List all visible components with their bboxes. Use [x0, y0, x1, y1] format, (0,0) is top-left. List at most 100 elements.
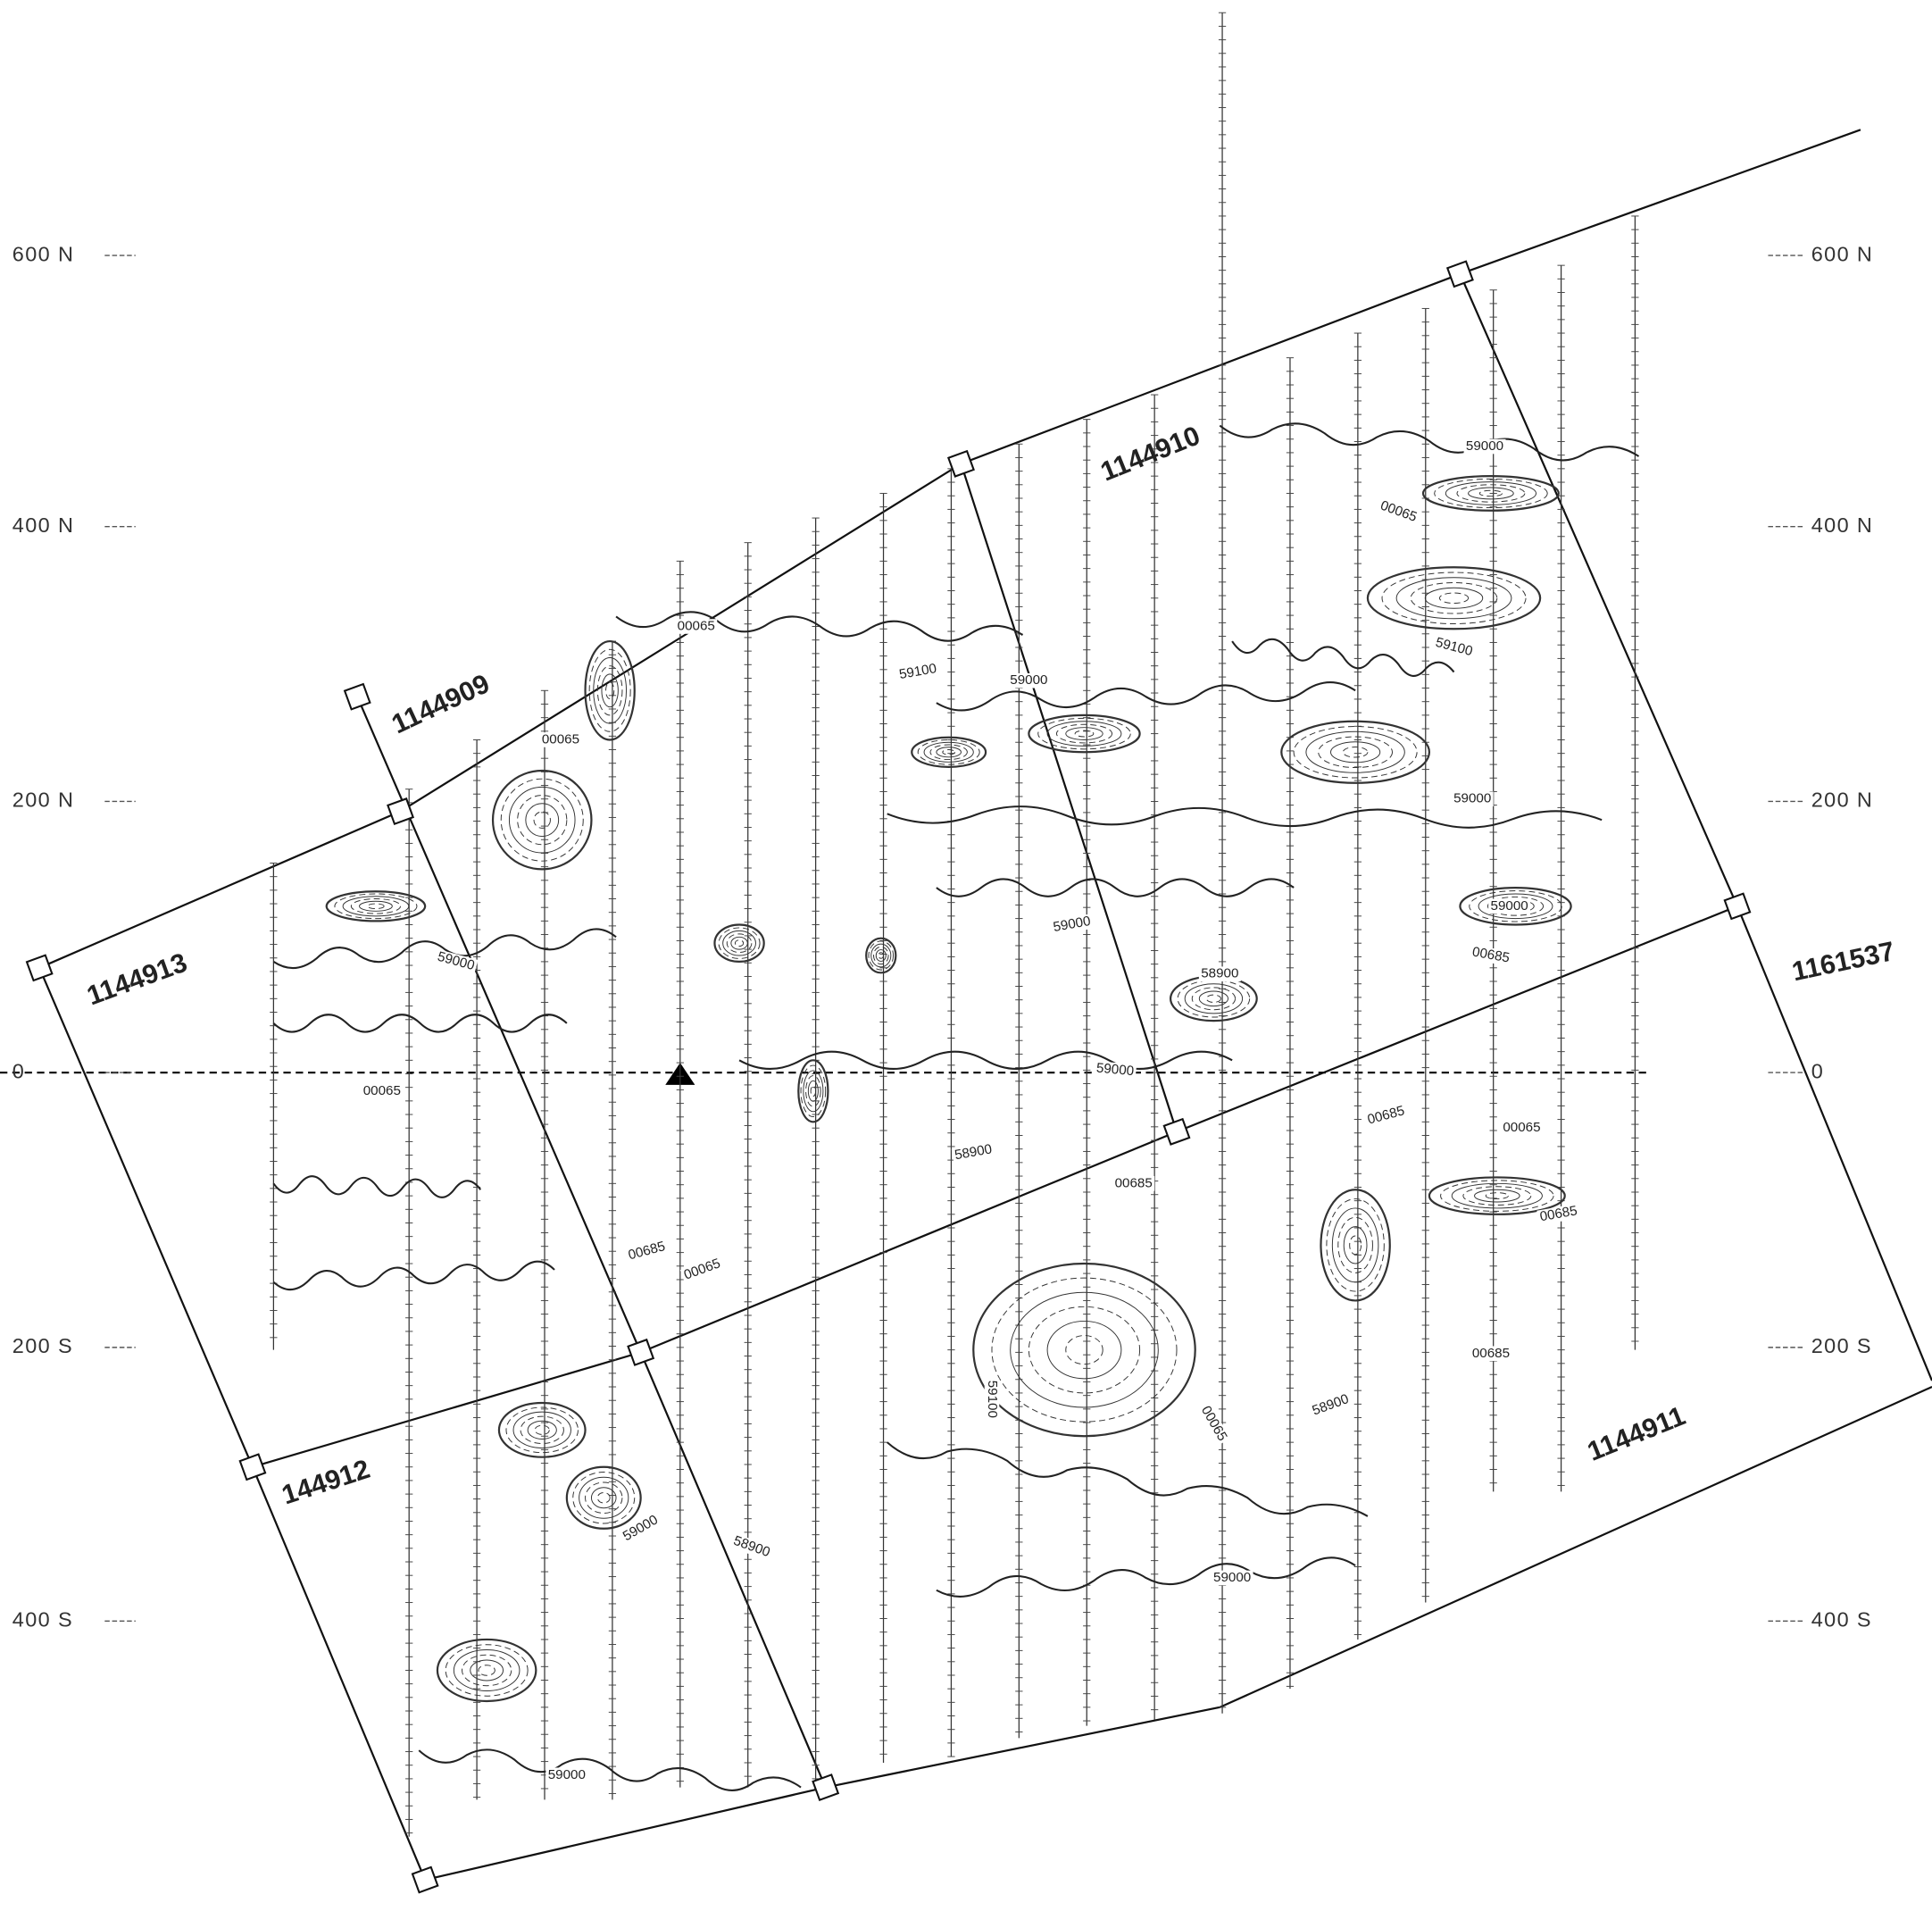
contour-label: 59000 [1213, 1570, 1251, 1585]
contour-line [734, 939, 745, 947]
contour-line [713, 923, 765, 964]
contour-line [886, 1441, 1369, 1517]
contour-line [726, 933, 753, 954]
contour-line [272, 928, 617, 970]
label-bg [361, 1083, 404, 1099]
claim-label: 144912 [279, 1455, 374, 1511]
contour-label: 59000 [548, 1767, 586, 1782]
axis-label: 0 [12, 1059, 25, 1082]
contour-line [797, 1059, 829, 1123]
contour-line [350, 898, 402, 914]
contour-line [870, 943, 892, 968]
contour-line [1421, 475, 1560, 512]
contour-line [718, 927, 761, 959]
contour-line [505, 1406, 579, 1454]
contour-label: 58900 [954, 1141, 994, 1163]
contour-line [601, 673, 619, 708]
label-bg [1488, 898, 1531, 914]
contour-line [936, 878, 1295, 897]
contour-line [807, 1080, 819, 1102]
label-bg [1376, 497, 1421, 526]
contour-line [565, 1465, 642, 1530]
contour-line [942, 749, 956, 755]
contour-line [738, 1050, 1233, 1070]
contour-line [1434, 478, 1548, 509]
contour-line [1395, 577, 1512, 620]
contour-line [462, 1654, 512, 1687]
contour-line [1349, 1235, 1362, 1256]
contour-label: 58900 [731, 1533, 771, 1560]
claim-post [627, 1338, 655, 1366]
contour-line [1065, 1335, 1103, 1365]
label-bg [1536, 1203, 1581, 1226]
contour-line [525, 803, 560, 838]
axis-label: 400 N [12, 513, 74, 537]
label-bg [951, 1141, 995, 1164]
contour-line [1169, 975, 1258, 1022]
contour-label: 00685 [1538, 1203, 1578, 1224]
contour-label: 58900 [1311, 1391, 1351, 1418]
claim-label: 1144909 [387, 669, 495, 739]
contour-line [1381, 572, 1527, 625]
contour-label: 00065 [363, 1083, 401, 1098]
contour-line [730, 936, 748, 950]
label-bg [679, 1256, 725, 1284]
contour-label: 00685 [1366, 1103, 1406, 1127]
contour-line [878, 952, 885, 959]
contour-line [1028, 1306, 1141, 1394]
contour-label: 59000 [620, 1512, 661, 1544]
axis-label: 400 S [1811, 1607, 1872, 1631]
contour-line [722, 930, 756, 956]
contour-line [615, 611, 1024, 642]
contour-line [1330, 741, 1381, 764]
contour-line [272, 1260, 555, 1291]
contour-label: 00065 [1503, 1120, 1540, 1135]
label-bg [1500, 1120, 1543, 1136]
contour-line [272, 1014, 568, 1033]
contour-line [1055, 723, 1113, 744]
contour-line [588, 648, 631, 732]
axis-label: 200 N [12, 789, 74, 812]
boundary-line [38, 967, 427, 1881]
label-bg [1463, 438, 1506, 455]
claim-label: 1144911 [1584, 1401, 1690, 1467]
contour-line [1280, 720, 1431, 784]
boundary-line [356, 696, 827, 1789]
contour-line [512, 1411, 571, 1449]
label-bg [624, 1239, 670, 1264]
contour-line [887, 805, 1603, 829]
axis-label: 0 [1811, 1059, 1824, 1082]
contour-line [1438, 592, 1470, 605]
claim-post [1445, 260, 1474, 288]
contour-line [1451, 1182, 1543, 1209]
axis-label: 600 N [1811, 242, 1873, 265]
label-bg [545, 1767, 588, 1783]
contour-label: 59000 [1491, 898, 1528, 914]
contour-line [533, 811, 551, 829]
contour-line [1366, 566, 1542, 630]
contour-line [810, 1085, 817, 1097]
contour-line [436, 1638, 537, 1703]
claim-label: 1161537 [1789, 937, 1897, 988]
label-bg [1112, 1176, 1155, 1191]
contour-line [520, 1415, 564, 1445]
contour-line [478, 1665, 495, 1676]
contour-line [805, 1075, 821, 1107]
contour-line [1205, 994, 1221, 1003]
boundary-line [252, 905, 1738, 1468]
contour-line [579, 1476, 629, 1519]
contour-line [1456, 484, 1526, 503]
contour-line [1428, 1176, 1566, 1215]
contour-label: 00065 [678, 619, 715, 634]
contour-line [534, 1424, 550, 1435]
claim-post [1162, 1117, 1191, 1146]
contour-line [572, 1472, 636, 1524]
boundary-line [960, 463, 1178, 1132]
contour-line [527, 1420, 557, 1440]
contour-label: 59000 [436, 949, 476, 973]
label-bg [895, 661, 940, 683]
claim-post [238, 1453, 267, 1481]
contour-line [1445, 481, 1537, 505]
contour-line [868, 940, 895, 971]
contour-line [1191, 987, 1237, 1011]
